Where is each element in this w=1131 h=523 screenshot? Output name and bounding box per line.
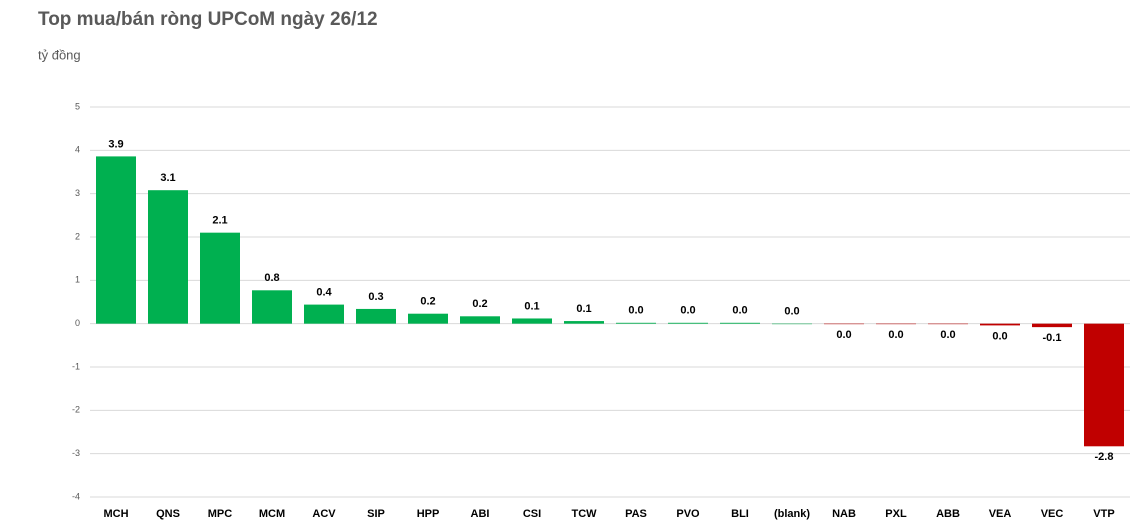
bar [96, 156, 136, 324]
bar [252, 290, 292, 324]
x-tick-label: ABB [936, 508, 960, 520]
x-tick-label: HPP [417, 508, 440, 520]
bar [356, 308, 396, 324]
x-tick-label: PVO [676, 508, 700, 520]
y-tick-label: -3 [72, 448, 80, 458]
value-label: 0.1 [524, 300, 539, 312]
value-label: -2.8 [1095, 451, 1114, 463]
value-label: 0.0 [784, 306, 799, 318]
value-label: -0.1 [1043, 332, 1062, 344]
bar [616, 322, 656, 324]
y-axis-label: tỷ đồng [38, 47, 81, 62]
x-tick-label: VTP [1093, 508, 1114, 520]
value-label: 0.0 [836, 329, 851, 341]
value-label: 2.1 [212, 215, 227, 227]
value-label: 0.4 [316, 287, 332, 299]
y-tick-label: -4 [72, 491, 80, 501]
bar [720, 322, 760, 324]
value-label: 0.3 [368, 291, 383, 303]
x-tick-label: MCM [259, 508, 285, 520]
value-label: 0.0 [940, 329, 955, 341]
y-tick-label: 2 [75, 231, 80, 241]
x-tick-label: ABI [471, 508, 490, 520]
y-tick-label: 1 [75, 275, 80, 285]
value-label: 0.1 [576, 303, 591, 315]
x-tick-label: MCH [103, 508, 128, 520]
value-label: 0.0 [628, 305, 643, 317]
x-tick-label: SIP [367, 508, 385, 520]
y-tick-label: -1 [72, 361, 80, 371]
bar [928, 323, 968, 325]
bar [824, 323, 864, 325]
y-tick-label: -2 [72, 405, 80, 415]
value-label: 0.0 [680, 305, 695, 317]
bar [200, 232, 240, 324]
value-label: 0.0 [732, 305, 747, 317]
bar [148, 190, 188, 324]
chart-title: Top mua/bán ròng UPCoM ngày 26/12 [38, 9, 378, 30]
x-tick-label: BLI [731, 508, 749, 520]
bar [876, 323, 916, 325]
bar [1032, 323, 1072, 328]
y-tick-label: 4 [75, 145, 80, 155]
x-tick-label: (blank) [774, 508, 810, 520]
bar [772, 323, 812, 325]
value-label: 0.2 [420, 296, 435, 308]
x-tick-label: VEA [989, 508, 1012, 520]
value-label: 3.9 [108, 138, 123, 150]
y-tick-label: 0 [75, 318, 80, 328]
bar [512, 318, 552, 324]
x-tick-label: NAB [832, 508, 856, 520]
bar [460, 316, 500, 324]
y-tick-label: 5 [75, 101, 80, 111]
x-tick-label: QNS [156, 508, 180, 520]
bar [668, 322, 708, 324]
bar [564, 321, 604, 324]
x-tick-label: TCW [571, 508, 597, 520]
bar [1084, 323, 1124, 447]
value-label: 0.0 [888, 329, 903, 341]
x-tick-label: PAS [625, 508, 647, 520]
x-tick-label: VEC [1041, 508, 1064, 520]
x-tick-label: MPC [208, 508, 233, 520]
x-tick-label: PXL [885, 508, 907, 520]
value-label: 0.8 [264, 272, 279, 284]
value-label: 0.2 [472, 298, 487, 310]
x-tick-label: ACV [312, 508, 336, 520]
value-label: 3.1 [160, 172, 175, 184]
x-tick-label: CSI [523, 508, 541, 520]
bar [408, 313, 448, 324]
y-tick-label: 3 [75, 188, 80, 198]
bar [304, 304, 344, 324]
bar [980, 323, 1020, 326]
value-label: 0.0 [992, 330, 1007, 342]
